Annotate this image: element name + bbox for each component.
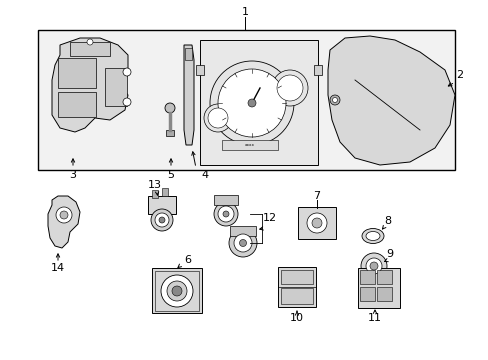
Circle shape — [209, 61, 293, 145]
Text: 8: 8 — [384, 216, 391, 226]
Bar — [148, 196, 176, 214]
Circle shape — [329, 95, 339, 105]
Circle shape — [60, 211, 68, 219]
Polygon shape — [52, 38, 128, 132]
Text: 3: 3 — [69, 170, 76, 180]
Circle shape — [311, 218, 321, 228]
Circle shape — [172, 286, 182, 296]
Text: 6: 6 — [184, 255, 191, 265]
Text: 9: 9 — [386, 249, 393, 259]
Circle shape — [223, 211, 228, 217]
Bar — [58, 58, 96, 88]
Bar — [281, 270, 312, 284]
Circle shape — [306, 213, 326, 233]
Circle shape — [228, 229, 257, 257]
Ellipse shape — [361, 229, 383, 243]
Circle shape — [369, 262, 377, 270]
Circle shape — [56, 207, 72, 223]
Circle shape — [214, 202, 238, 226]
Circle shape — [271, 70, 307, 106]
Polygon shape — [48, 196, 80, 248]
Circle shape — [207, 108, 227, 128]
Bar — [184, 48, 192, 60]
Bar — [359, 270, 374, 284]
Text: 7: 7 — [313, 191, 320, 201]
Bar — [162, 188, 168, 196]
Circle shape — [159, 217, 164, 223]
Bar — [357, 268, 399, 308]
Bar — [200, 40, 317, 165]
Polygon shape — [327, 36, 454, 165]
Bar — [376, 270, 391, 284]
Bar — [278, 267, 315, 307]
Circle shape — [161, 275, 193, 307]
Circle shape — [276, 75, 303, 101]
Bar — [58, 92, 96, 117]
Bar — [165, 130, 174, 136]
Circle shape — [360, 253, 386, 279]
Bar — [155, 271, 199, 311]
Bar — [313, 65, 321, 75]
Bar — [105, 68, 127, 106]
Circle shape — [164, 103, 175, 113]
Text: 12: 12 — [263, 213, 277, 223]
Circle shape — [87, 39, 93, 45]
Text: 13: 13 — [148, 180, 162, 190]
Circle shape — [203, 104, 231, 132]
Bar — [281, 288, 312, 304]
Circle shape — [218, 206, 234, 222]
Bar — [222, 140, 278, 150]
Text: 14: 14 — [51, 263, 65, 273]
Circle shape — [155, 213, 169, 227]
Circle shape — [332, 98, 337, 103]
Polygon shape — [183, 45, 194, 145]
Bar — [229, 226, 256, 236]
Circle shape — [247, 99, 256, 107]
Circle shape — [239, 239, 246, 247]
Bar — [376, 287, 391, 301]
Circle shape — [167, 281, 186, 301]
Bar — [70, 42, 110, 56]
Bar — [214, 195, 238, 205]
Text: 1: 1 — [241, 7, 248, 17]
Bar — [38, 30, 454, 170]
Bar — [196, 65, 203, 75]
Circle shape — [151, 209, 173, 231]
Bar — [152, 268, 202, 313]
Text: xxxx: xxxx — [244, 143, 254, 147]
Circle shape — [123, 98, 131, 106]
Bar — [359, 287, 374, 301]
Circle shape — [123, 68, 131, 76]
Ellipse shape — [365, 231, 379, 240]
Circle shape — [218, 69, 285, 137]
Bar — [297, 207, 335, 239]
Bar — [152, 190, 158, 198]
Text: 4: 4 — [201, 170, 208, 180]
Text: 5: 5 — [167, 170, 174, 180]
Text: 11: 11 — [367, 313, 381, 323]
Text: 2: 2 — [455, 70, 463, 80]
Circle shape — [365, 258, 381, 274]
Text: 10: 10 — [289, 313, 304, 323]
Circle shape — [234, 234, 251, 252]
